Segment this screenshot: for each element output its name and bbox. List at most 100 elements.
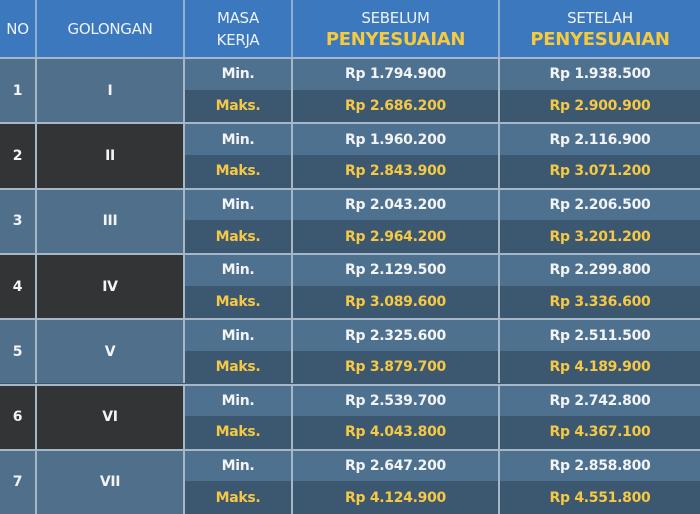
setelah-maks: Rp 2.900.900 xyxy=(500,89,700,123)
masa-kerja-maks-text: Maks. xyxy=(215,228,261,245)
setelah-maks: Rp 4.551.800 xyxy=(500,481,700,514)
row-golongan: VI xyxy=(37,383,185,449)
masa-kerja-min-text: Min. xyxy=(221,327,255,344)
row-golongan: VII xyxy=(37,448,185,514)
setelah-min: Rp 2.116.900 xyxy=(500,122,700,155)
header-sebelum-label: SEBELUM xyxy=(361,8,430,27)
header-masa-label: MASA xyxy=(216,8,260,27)
sebelum-maks-text: Rp 2.686.200 xyxy=(345,97,446,114)
masa-kerja-maks-text: Maks. xyxy=(215,424,261,441)
masa-kerja-maks-text: Maks. xyxy=(215,489,261,506)
sebelum-min: Rp 1.794.900 xyxy=(293,57,500,90)
masa-kerja-maks-text: Maks. xyxy=(215,97,261,114)
masa-kerja-min-text: Min. xyxy=(221,66,255,83)
sebelum-min: Rp 2.043.200 xyxy=(293,187,500,221)
sebelum-maks-text: Rp 2.964.200 xyxy=(345,228,446,245)
masa-kerja-min: Min. xyxy=(185,252,293,286)
masa-kerja-min-text: Min. xyxy=(221,131,255,148)
sebelum-min: Rp 2.325.600 xyxy=(293,318,500,351)
row-golongan-text: VI xyxy=(102,409,118,426)
setelah-min: Rp 2.511.500 xyxy=(500,318,700,351)
row-golongan: II xyxy=(37,122,185,188)
setelah-min-text: Rp 2.742.800 xyxy=(549,392,651,409)
header-kerja-label: KERJA xyxy=(216,30,260,49)
setelah-maks-text: Rp 3.071.200 xyxy=(549,163,651,180)
setelah-maks: Rp 3.071.200 xyxy=(500,154,700,188)
row-no: 5 xyxy=(0,318,37,384)
row-no-text: 2 xyxy=(12,147,23,164)
row-no: 3 xyxy=(0,187,37,253)
sebelum-min-text: Rp 2.325.600 xyxy=(345,327,446,344)
setelah-maks: Rp 4.367.100 xyxy=(500,416,700,449)
sebelum-maks: Rp 3.879.700 xyxy=(293,350,500,384)
masa-kerja-min: Min. xyxy=(185,122,293,155)
sebelum-min: Rp 2.647.200 xyxy=(293,448,500,482)
masa-kerja-maks-text: Maks. xyxy=(215,359,261,376)
sebelum-min-text: Rp 1.794.900 xyxy=(345,66,446,83)
sebelum-maks-text: Rp 2.843.900 xyxy=(345,163,446,180)
sebelum-maks: Rp 2.843.900 xyxy=(293,154,500,188)
setelah-min-text: Rp 2.858.800 xyxy=(549,458,651,475)
row-golongan-text: II xyxy=(105,147,115,164)
row-golongan-text: I xyxy=(107,82,113,99)
row-golongan-text: VII xyxy=(99,474,121,491)
sebelum-maks: Rp 4.043.800 xyxy=(293,416,500,449)
header-no: NO xyxy=(0,0,37,57)
sebelum-min: Rp 2.539.700 xyxy=(293,383,500,417)
header-setelah-label: SETELAH xyxy=(567,8,633,27)
row-golongan: III xyxy=(37,187,185,253)
setelah-min-text: Rp 2.299.800 xyxy=(549,262,651,279)
masa-kerja-maks: Maks. xyxy=(185,285,293,319)
setelah-maks-text: Rp 3.201.200 xyxy=(549,228,651,245)
masa-kerja-maks: Maks. xyxy=(185,220,293,253)
header-masa-kerja: MASA KERJA xyxy=(185,0,293,57)
row-no-text: 5 xyxy=(12,343,23,360)
setelah-maks: Rp 3.201.200 xyxy=(500,220,700,253)
sebelum-min: Rp 2.129.500 xyxy=(293,252,500,286)
row-no-text: 6 xyxy=(12,409,23,426)
masa-kerja-min: Min. xyxy=(185,383,293,417)
masa-kerja-min: Min. xyxy=(185,448,293,482)
row-golongan: I xyxy=(37,57,185,123)
header-sebelum: SEBELUM PENYESUAIAN xyxy=(293,0,500,57)
masa-kerja-min-text: Min. xyxy=(221,458,255,475)
masa-kerja-maks: Maks. xyxy=(185,154,293,188)
masa-kerja-min: Min. xyxy=(185,187,293,221)
row-golongan: IV xyxy=(37,252,185,319)
setelah-min: Rp 2.858.800 xyxy=(500,448,700,482)
setelah-min-text: Rp 2.116.900 xyxy=(549,131,651,148)
row-no: 1 xyxy=(0,57,37,123)
setelah-min-text: Rp 2.206.500 xyxy=(549,196,651,213)
masa-kerja-min-text: Min. xyxy=(221,262,255,279)
setelah-maks-text: Rp 2.900.900 xyxy=(549,97,651,114)
row-no: 4 xyxy=(0,252,37,319)
sebelum-maks: Rp 2.686.200 xyxy=(293,89,500,123)
row-golongan-text: V xyxy=(104,343,116,360)
sebelum-maks: Rp 3.089.600 xyxy=(293,285,500,319)
masa-kerja-maks: Maks. xyxy=(185,89,293,123)
setelah-maks-text: Rp 3.336.600 xyxy=(549,293,651,310)
row-no-text: 1 xyxy=(12,82,23,99)
setelah-min: Rp 1.938.500 xyxy=(500,57,700,90)
setelah-min-text: Rp 1.938.500 xyxy=(549,66,651,83)
masa-kerja-maks-text: Maks. xyxy=(215,163,261,180)
masa-kerja-maks: Maks. xyxy=(185,350,293,384)
setelah-min: Rp 2.206.500 xyxy=(500,187,700,221)
row-no-text: 4 xyxy=(12,278,23,295)
header-setelah: SETELAH PENYESUAIAN xyxy=(500,0,700,57)
sebelum-maks-text: Rp 4.124.900 xyxy=(345,489,446,506)
row-no: 6 xyxy=(0,383,37,449)
row-no: 7 xyxy=(0,448,37,514)
masa-kerja-maks: Maks. xyxy=(185,481,293,514)
setelah-min: Rp 2.742.800 xyxy=(500,383,700,417)
row-no-text: 3 xyxy=(12,213,23,230)
masa-kerja-min: Min. xyxy=(185,318,293,351)
sebelum-min-text: Rp 2.539.700 xyxy=(345,392,446,409)
masa-kerja-min-text: Min. xyxy=(221,392,255,409)
row-golongan-text: III xyxy=(102,213,118,230)
sebelum-min-text: Rp 2.647.200 xyxy=(345,458,446,475)
setelah-maks-text: Rp 4.551.800 xyxy=(549,489,651,506)
sebelum-min-text: Rp 1.960.200 xyxy=(345,131,446,148)
setelah-min-text: Rp 2.511.500 xyxy=(549,327,651,344)
masa-kerja-min: Min. xyxy=(185,57,293,90)
